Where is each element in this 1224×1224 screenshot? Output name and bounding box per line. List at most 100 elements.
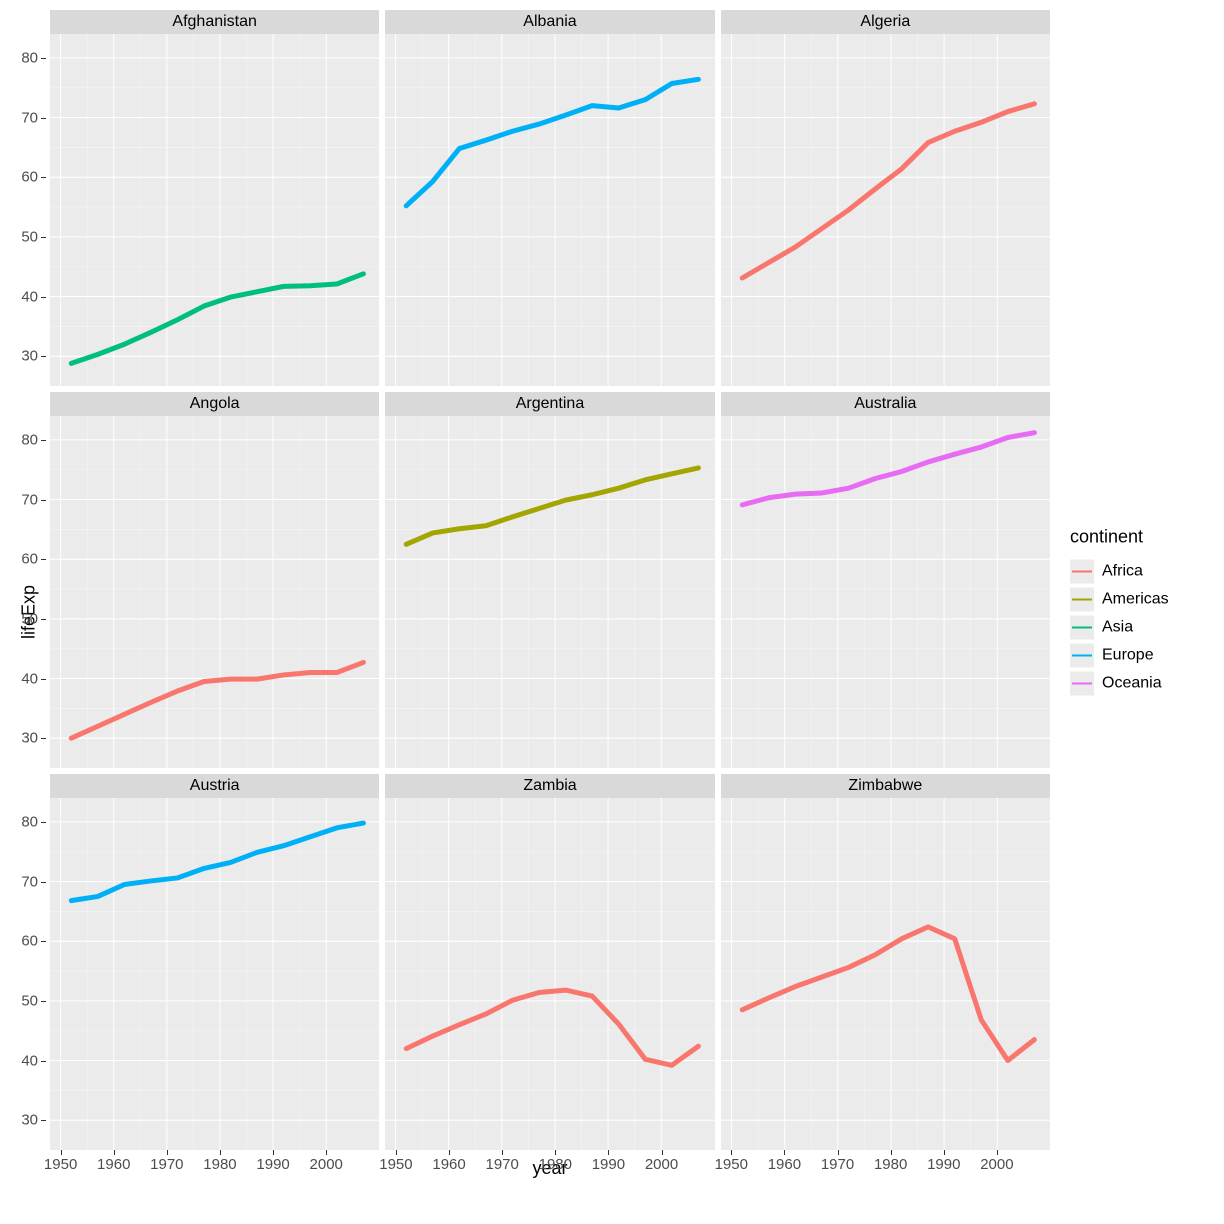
facet: Algeria: [721, 10, 1050, 386]
facet: Albania: [385, 10, 714, 386]
legend-item-label: Africa: [1102, 563, 1143, 581]
legend-item-label: Europe: [1102, 647, 1154, 665]
legend-key-icon: [1070, 672, 1094, 696]
y-tick-mark: [41, 679, 46, 680]
x-tick-label: 1950: [715, 1156, 748, 1173]
y-tick-mark: [41, 738, 46, 739]
legend-title: continent: [1070, 527, 1169, 548]
legend-item-label: Asia: [1102, 619, 1133, 637]
x-tick-label: 1990: [592, 1156, 625, 1173]
y-tick-label: 80: [21, 431, 38, 448]
x-tick-label: 1950: [44, 1156, 77, 1173]
x-tick-label: 1970: [150, 1156, 183, 1173]
facet-title: Argentina: [385, 392, 714, 416]
facet: Austria 30405060708019501960197019801990…: [50, 774, 379, 1150]
y-tick-mark: [41, 1061, 46, 1062]
facet-panel: [385, 416, 714, 768]
x-tick-label: 1960: [432, 1156, 465, 1173]
legend-key-icon: [1070, 588, 1094, 612]
facet-title: Zambia: [385, 774, 714, 798]
legend-key-icon: [1070, 616, 1094, 640]
x-tick-label: 1990: [256, 1156, 289, 1173]
x-tick-label: 2000: [980, 1156, 1013, 1173]
y-tick-label: 40: [21, 1052, 38, 1069]
x-tick-mark: [731, 1150, 732, 1155]
y-tick-mark: [41, 500, 46, 501]
facet: Australia: [721, 392, 1050, 768]
y-axis-ticks: 30 40 50 60 70 80: [10, 798, 46, 1150]
x-tick-mark: [449, 1150, 450, 1155]
x-tick-mark: [220, 1150, 221, 1155]
legend-item: Europe: [1070, 642, 1169, 670]
x-tick-label: 1970: [821, 1156, 854, 1173]
facet-title: Angola: [50, 392, 379, 416]
chart-page: lifeExp Afghanistan 304050607080Albania …: [0, 0, 1224, 1224]
x-tick-label: 1960: [97, 1156, 130, 1173]
y-tick-mark: [41, 822, 46, 823]
y-tick-label: 70: [21, 109, 38, 126]
facet-title: Afghanistan: [50, 10, 379, 34]
x-tick-label: 1990: [927, 1156, 960, 1173]
legend-item: Asia: [1070, 614, 1169, 642]
y-tick-label: 50: [21, 992, 38, 1009]
x-axis-ticks: 195019601970198019902000: [385, 1150, 714, 1174]
y-tick-mark: [41, 559, 46, 560]
y-axis-ticks: 30 40 50 60 70 80: [10, 34, 46, 386]
facet: Afghanistan 304050607080: [50, 10, 379, 386]
y-tick-label: 60: [21, 933, 38, 950]
x-tick-label: 1980: [539, 1156, 572, 1173]
y-tick-label: 60: [21, 551, 38, 568]
facet-grid: Afghanistan 304050607080Albania Algeria …: [50, 10, 1050, 1150]
y-tick-mark: [41, 1001, 46, 1002]
legend-item-label: Oceania: [1102, 675, 1162, 693]
facet-title: Austria: [50, 774, 379, 798]
legend-item-label: Americas: [1102, 591, 1169, 609]
y-tick-label: 30: [21, 348, 38, 365]
y-tick-label: 40: [21, 288, 38, 305]
facet-title: Algeria: [721, 10, 1050, 34]
y-tick-label: 50: [21, 610, 38, 627]
facet-panel: [721, 34, 1050, 386]
y-tick-label: 40: [21, 670, 38, 687]
x-tick-mark: [997, 1150, 998, 1155]
x-tick-label: 1960: [768, 1156, 801, 1173]
legend-item: Africa: [1070, 558, 1169, 586]
legend-key-icon: [1070, 644, 1094, 668]
x-tick-mark: [891, 1150, 892, 1155]
facet-panel: 195019601970198019902000: [721, 798, 1050, 1150]
y-tick-label: 30: [21, 1112, 38, 1129]
x-tick-mark: [555, 1150, 556, 1155]
y-tick-label: 70: [21, 873, 38, 890]
y-tick-mark: [41, 297, 46, 298]
facet: Argentina: [385, 392, 714, 768]
facet-title: Albania: [385, 10, 714, 34]
x-tick-label: 2000: [310, 1156, 343, 1173]
y-tick-label: 60: [21, 169, 38, 186]
legend-item: Oceania: [1070, 670, 1169, 698]
x-tick-label: 2000: [645, 1156, 678, 1173]
legend: continent Africa Americas Asia Europe Oceani…: [1070, 527, 1169, 698]
facet-title: Australia: [721, 392, 1050, 416]
x-tick-label: 1980: [203, 1156, 236, 1173]
x-tick-label: 1980: [874, 1156, 907, 1173]
facet-panel: 304050607080: [50, 34, 379, 386]
x-tick-mark: [326, 1150, 327, 1155]
y-tick-label: 80: [21, 49, 38, 66]
x-tick-mark: [396, 1150, 397, 1155]
facet-panel: 304050607080: [50, 416, 379, 768]
y-tick-label: 50: [21, 228, 38, 245]
y-tick-label: 80: [21, 813, 38, 830]
legend-key-icon: [1070, 560, 1094, 584]
facet-panel: 195019601970198019902000: [385, 798, 714, 1150]
plot-area: Afghanistan 304050607080Albania Algeria …: [50, 10, 1050, 1180]
y-tick-mark: [41, 356, 46, 357]
y-tick-mark: [41, 619, 46, 620]
x-tick-mark: [944, 1150, 945, 1155]
x-tick-label: 1950: [379, 1156, 412, 1173]
y-axis-ticks: 304050607080: [10, 416, 46, 768]
x-tick-mark: [167, 1150, 168, 1155]
facet: Zimbabwe 195019601970198019902000: [721, 774, 1050, 1150]
legend-item: Americas: [1070, 586, 1169, 614]
y-tick-mark: [41, 882, 46, 883]
facet: Angola 304050607080: [50, 392, 379, 768]
